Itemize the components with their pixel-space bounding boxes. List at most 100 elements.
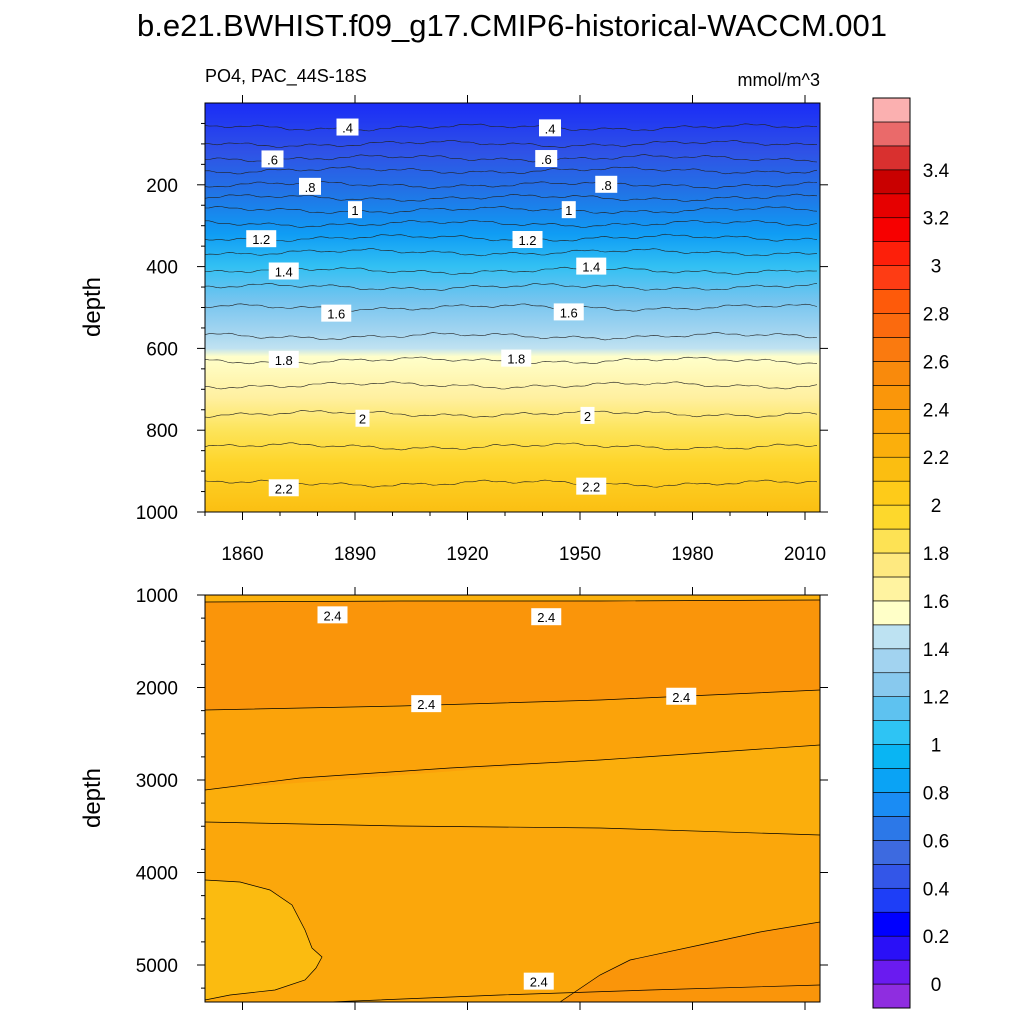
colorbar-box [872, 337, 911, 362]
x-tick-label: 2010 [784, 544, 826, 565]
contour-label-bg [501, 349, 532, 367]
colorbar-tick-label: 0.8 [923, 783, 949, 804]
colorbar-box [872, 432, 911, 458]
colorbar-tick-label: 2.6 [923, 352, 949, 373]
colorbar-box [872, 959, 911, 985]
colorbar-box [872, 720, 911, 745]
contour-label: 1.6 [327, 307, 345, 322]
contour-label-bg [317, 606, 348, 624]
contour-label: 1.8 [275, 353, 293, 368]
contour-label: 2.4 [417, 697, 435, 712]
contour-line [205, 479, 818, 488]
colorbar-tick-label: 3 [931, 257, 942, 278]
contour-label-bg [580, 406, 595, 424]
contour-label: 2.4 [323, 608, 341, 623]
y-tick-label: 1000 [136, 586, 178, 607]
contour-label: .4 [342, 121, 353, 136]
contour-label-bg [261, 150, 284, 168]
colorbar-box [872, 145, 911, 171]
colorbar-tick-label: 3.4 [923, 161, 950, 182]
contour-label: 1.2 [252, 232, 270, 247]
colorbar-box [872, 648, 911, 674]
y-tick-label: 200 [146, 176, 178, 197]
colorbar-box [872, 528, 911, 554]
contour-label-bg [539, 119, 561, 137]
colorbar-box [872, 217, 911, 242]
contour-label-bg [561, 201, 576, 219]
contour-label: 1.4 [275, 265, 293, 280]
colorbar-box [872, 552, 911, 578]
contour-label-bg [411, 695, 442, 713]
contour-line [205, 266, 818, 275]
y-tick-label: 800 [146, 421, 178, 442]
upper-fill [205, 103, 820, 512]
contour-line [205, 154, 818, 163]
y-tick-label: 3000 [136, 771, 178, 792]
contour-label-bg [268, 262, 299, 280]
colorbar-box [872, 672, 911, 697]
x-tick-label: 1890 [334, 544, 376, 565]
contour-label-bg [268, 479, 299, 497]
contour-line [205, 381, 818, 390]
colorbar-tick-label: 1.8 [923, 544, 949, 565]
lower-contour-line [329, 984, 820, 1002]
upper-panel: PO4, PAC_44S-18S mmol/m^3 .4.4.6.6.8.81 1… [79, 66, 828, 565]
colorbar-box [872, 409, 911, 434]
y-tick-label: 4000 [136, 864, 178, 885]
colorbar-tick-label: 0.2 [923, 927, 949, 948]
contour-label-bg [321, 304, 352, 322]
lower-fill-band-2p4 [205, 600, 820, 710]
colorbar-box [872, 456, 911, 482]
contour-label-bg [512, 231, 543, 249]
contour-line [205, 193, 818, 202]
colorbar-box [872, 887, 911, 913]
colorbar-box [872, 911, 911, 937]
contour-label: 1 [351, 203, 358, 218]
colorbar-box [872, 935, 911, 961]
colorbar-box [872, 864, 911, 889]
contour-label-bg [576, 477, 607, 495]
y-tick-label: 5000 [136, 956, 178, 977]
colorbar-box [872, 265, 911, 290]
lower-contour-lines [205, 599, 820, 1002]
contour-line [205, 303, 818, 312]
x-tick-label: 1920 [446, 544, 488, 565]
lower-contour-line [205, 689, 820, 711]
contour-label: 2.4 [672, 690, 690, 705]
lower-contour-line [205, 879, 323, 1001]
colorbar-box [872, 241, 911, 266]
lower-contour-line [559, 921, 820, 1002]
contour-label: 2 [584, 409, 591, 424]
contour-label-bg [666, 687, 697, 705]
contour-label: .4 [545, 121, 556, 136]
colorbar-box [872, 504, 911, 530]
colorbar-tick-label: 1.4 [923, 640, 950, 661]
upper-left-label: PO4, PAC_44S-18S [205, 66, 367, 87]
colorbar-tick-label: 2.4 [923, 400, 950, 421]
contour-label: 1.4 [582, 260, 600, 275]
contour-label: .8 [305, 180, 316, 195]
contour-line [205, 409, 818, 418]
upper-contour-labels: .4 .4 .6 .6 .8 .8 1 1 1.2 1.2 1.4 1.4 1.6 1.6 1.8 1.8 2 2… [246, 118, 618, 497]
contour-label: 2 [359, 412, 366, 427]
lower-frame [204, 594, 821, 1003]
contour-line [205, 332, 818, 341]
colorbar-box [872, 169, 911, 195]
contour-label: 2.2 [275, 481, 293, 496]
contour-label: 1.6 [560, 305, 578, 320]
colorbar-box [872, 696, 911, 721]
colorbar-tick-label: 2.8 [923, 305, 949, 326]
contour-line [205, 219, 818, 228]
lower-contour-line [205, 821, 820, 836]
contour-label-bg [246, 230, 277, 248]
lower-fill-deep-right [560, 922, 820, 1002]
upper-ylabel: depth [79, 277, 106, 337]
contour-label-bg [355, 409, 370, 427]
x-tick-label: 1980 [671, 544, 713, 565]
colorbar-tick-label: 1.2 [923, 688, 949, 709]
contour-label-bg [595, 175, 618, 193]
colorbar-box [872, 983, 911, 1009]
contour-label: 2.4 [530, 975, 548, 990]
contour-line [205, 205, 818, 214]
